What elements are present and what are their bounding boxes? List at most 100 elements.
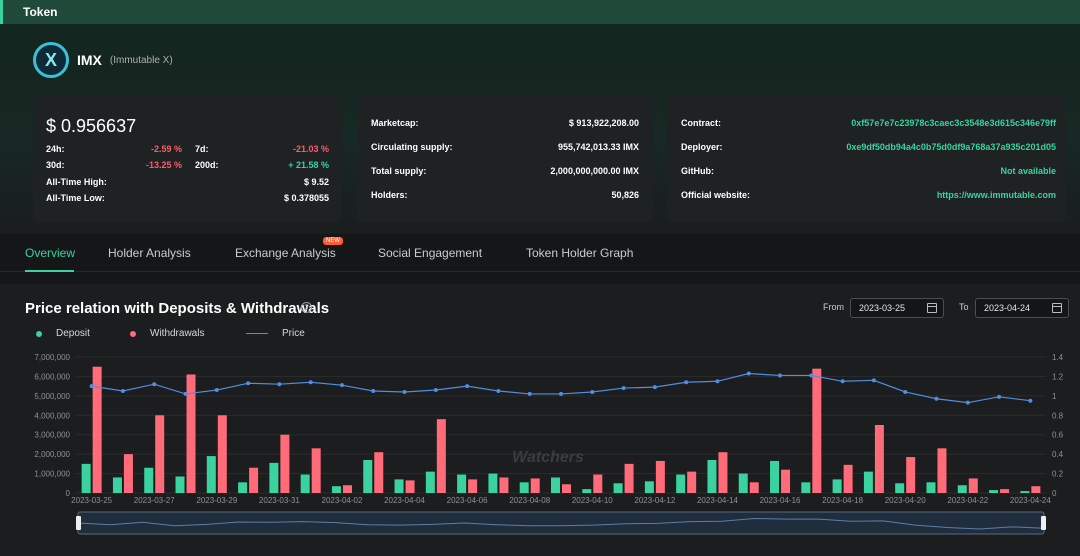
stat-value-ath: $ 9.52 <box>303 177 329 187</box>
price-point <box>997 394 1002 399</box>
price-point <box>246 381 251 386</box>
withdrawals-bar <box>655 460 665 493</box>
x-tick-label: 2023-04-18 <box>822 496 863 505</box>
token-logo-letter: X <box>44 49 57 70</box>
deposit-bar <box>863 471 873 493</box>
legend-withdrawals[interactable]: Withdrawals <box>130 328 204 339</box>
legend-deposit[interactable]: Deposit <box>36 328 90 339</box>
withdrawals-bar <box>1000 489 1010 493</box>
deposit-bar <box>738 473 748 493</box>
deposit-bar <box>989 490 999 493</box>
price-point <box>809 373 814 378</box>
x-tick-label: 2023-03-25 <box>71 496 112 505</box>
zoom-handle-right[interactable] <box>1041 516 1046 530</box>
x-tick-label: 2023-04-04 <box>384 496 425 505</box>
website-label: Official website: <box>681 190 751 200</box>
help-icon[interactable]: ? <box>301 302 312 313</box>
website-link[interactable]: https://www.immutable.com <box>936 190 1056 200</box>
zoom-handle-left[interactable] <box>76 516 81 530</box>
from-date-input[interactable]: 2023-03-25 <box>850 298 944 318</box>
deployer-label: Deployer: <box>681 142 723 152</box>
x-tick-label: 2023-04-14 <box>697 496 738 505</box>
legend-price[interactable]: Price <box>246 328 305 339</box>
tab-holder-analysis[interactable]: Holder Analysis <box>108 246 191 260</box>
x-tick-label: 2023-04-12 <box>634 496 675 505</box>
withdrawals-bar <box>593 474 603 493</box>
price-point <box>559 391 563 396</box>
price-card: $ 0.956637 24h: -2.59 % 7d: -21.03 % 30d… <box>33 96 342 222</box>
withdrawals-bar <box>499 477 509 493</box>
price-point <box>778 373 783 378</box>
price-point <box>1028 398 1033 403</box>
price-legend-line <box>246 333 268 334</box>
y-right-tick-label: 0.4 <box>1052 450 1064 459</box>
contract-address-link[interactable]: 0xf57e7e7c23978c3caec3c3548e3d615c346e79… <box>851 118 1056 128</box>
deposit-bar <box>144 467 154 493</box>
tab-exchange-analysis[interactable]: Exchange Analysis <box>235 246 336 260</box>
withdrawals-bar <box>123 454 133 493</box>
price-line <box>91 372 1031 404</box>
withdrawals-bar <box>624 463 634 493</box>
price-point <box>183 391 188 396</box>
withdrawals-bar <box>530 478 540 493</box>
to-label: To <box>959 302 969 312</box>
withdrawals-bar <box>937 448 947 493</box>
y-right-tick-label: 1.4 <box>1052 353 1064 362</box>
active-tab-indicator <box>25 270 74 272</box>
deposit-bar <box>112 477 122 493</box>
stat-label-atl: All-Time Low: <box>46 193 105 203</box>
token-header: X IMX (Immutable X) <box>33 42 173 78</box>
deposit-bar <box>895 483 905 493</box>
deposit-bar <box>457 474 467 493</box>
deposit-bar <box>175 476 185 493</box>
legend-withdrawals-label: Withdrawals <box>150 328 205 339</box>
github-value: Not available <box>1000 166 1056 176</box>
withdrawals-bar <box>1031 486 1041 493</box>
github-label: GitHub: <box>681 166 714 176</box>
x-tick-label: 2023-04-22 <box>947 496 988 505</box>
stat-value-24h: -2.59 % <box>150 144 182 154</box>
withdrawals-bar <box>906 457 916 493</box>
price-point <box>120 389 125 393</box>
supply-card: Marketcap: $ 913,922,208.00 Circulating … <box>357 96 653 222</box>
stat-label-7d: 7d: <box>195 144 209 154</box>
calendar-icon[interactable] <box>1052 303 1062 313</box>
section-title: Token <box>23 5 58 19</box>
token-logo-icon: X <box>33 42 69 78</box>
withdrawals-bar <box>562 484 571 493</box>
tab-overview[interactable]: Overview <box>25 246 76 260</box>
withdrawals-bar <box>812 368 822 493</box>
x-tick-label: 2023-04-02 <box>322 496 363 505</box>
deposit-bar <box>770 460 780 493</box>
deposit-bar <box>1020 491 1030 493</box>
tab-token-holder-graph[interactable]: Token Holder Graph <box>526 246 634 260</box>
withdrawals-bar <box>342 485 352 493</box>
deposit-bar <box>394 479 404 493</box>
deposit-bar <box>363 459 373 493</box>
to-date-input[interactable]: 2023-04-24 <box>975 298 1069 318</box>
withdrawals-bar <box>781 469 791 493</box>
y-right-tick-label: 0.8 <box>1052 411 1064 420</box>
deposit-bar <box>801 482 811 493</box>
deposit-bar <box>81 463 91 493</box>
zoom-slider-preview <box>77 517 1045 530</box>
price-point <box>684 380 689 385</box>
y-left-tick-label: 1,000,000 <box>34 470 70 479</box>
y-left-tick-label: 7,000,000 <box>34 353 70 362</box>
deposit-bar <box>926 482 936 493</box>
price-point <box>277 382 282 387</box>
price-point <box>527 391 532 396</box>
section-header: Token <box>0 0 1080 24</box>
withdrawals-bar <box>92 366 102 493</box>
withdrawals-bar <box>749 482 759 493</box>
price-point <box>371 389 376 393</box>
withdrawals-bar <box>155 415 165 493</box>
calendar-icon[interactable] <box>927 303 937 313</box>
contract-info-card: Contract: 0xf57e7e7c23978c3caec3c3548e3d… <box>667 96 1066 222</box>
tab-social-engagement[interactable]: Social Engagement <box>378 246 483 260</box>
deposits-withdrawals-chart: 0 1,000,000 2,000,000 3,000,000 4,000,000 5,0… <box>34 353 1064 535</box>
price-point <box>621 386 626 391</box>
withdrawals-bar <box>874 425 884 493</box>
to-date-value: 2023-04-24 <box>984 303 1031 313</box>
deployer-address-link[interactable]: 0xe9df50db94a4c0b75d0df9a768a37a935c201d… <box>846 142 1056 152</box>
